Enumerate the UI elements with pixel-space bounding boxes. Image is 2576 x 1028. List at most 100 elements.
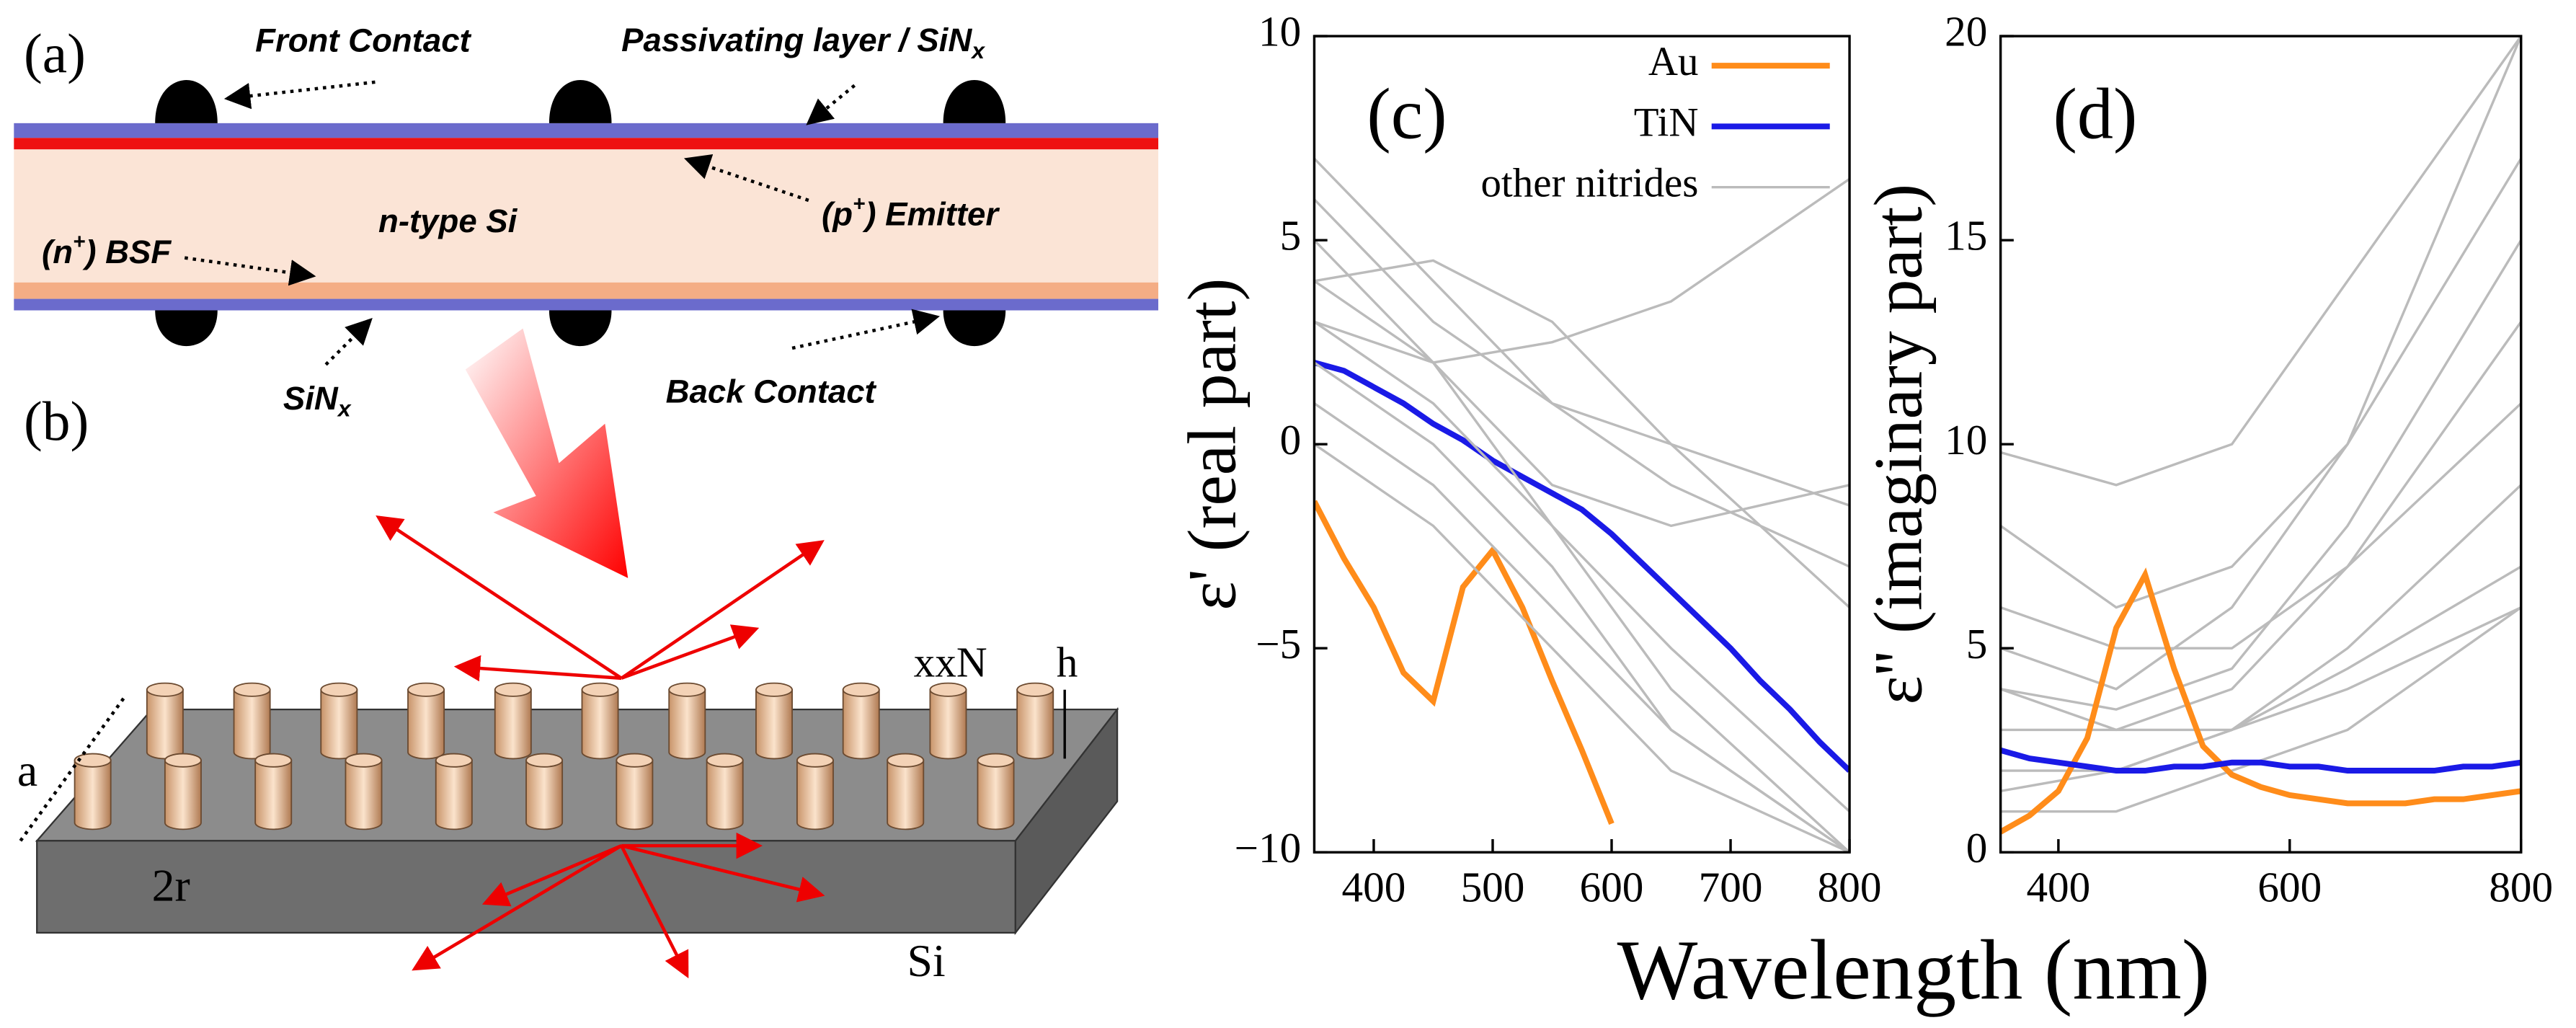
pillar bbox=[146, 688, 184, 760]
label: n-type Si bbox=[378, 203, 518, 239]
x-tick-label: 600 bbox=[2257, 864, 2322, 911]
series-line bbox=[2000, 606, 2521, 813]
legend-label: other nitrides bbox=[1480, 161, 1698, 206]
legend-label: TiN bbox=[1634, 99, 1699, 145]
pillar-top bbox=[668, 682, 706, 697]
panel-label: (a) bbox=[24, 22, 86, 84]
label: Passivating layer / SiNx bbox=[621, 22, 985, 63]
y-tick-label: 15 bbox=[1945, 212, 1987, 260]
ray bbox=[412, 844, 623, 971]
label: (p+) Emitter bbox=[822, 192, 1000, 233]
pointer bbox=[806, 84, 856, 125]
series-line bbox=[2000, 321, 2521, 732]
panel-label: (d) bbox=[2053, 74, 2138, 154]
series-line bbox=[2000, 36, 2521, 691]
pillar-top bbox=[233, 682, 271, 697]
label: a bbox=[17, 745, 37, 796]
pillar bbox=[706, 759, 744, 830]
pillar bbox=[494, 688, 532, 760]
label: (n+) BSF bbox=[42, 230, 172, 270]
pointer bbox=[324, 317, 373, 366]
ray bbox=[621, 624, 760, 680]
label: h bbox=[1057, 638, 1078, 686]
label: (n bbox=[42, 234, 73, 270]
ray bbox=[620, 845, 689, 979]
label-sub: x bbox=[970, 37, 985, 63]
emitter-layer bbox=[14, 138, 1159, 150]
series-line bbox=[1314, 198, 1850, 507]
pillar bbox=[164, 759, 202, 830]
series-line bbox=[2000, 158, 2521, 609]
pillar bbox=[616, 759, 654, 830]
x-tick-label: 800 bbox=[1818, 864, 1882, 911]
front-contact bbox=[548, 80, 612, 123]
front-contact bbox=[943, 80, 1006, 123]
panel-a: (a) Front Contact Passivating layer / Si… bbox=[14, 22, 1159, 422]
ray bbox=[453, 655, 622, 682]
pillar bbox=[74, 759, 112, 830]
label: Si bbox=[907, 935, 946, 986]
ray bbox=[621, 843, 825, 903]
y-tick-label: −5 bbox=[1256, 620, 1301, 668]
series-line bbox=[2000, 606, 2521, 732]
pillar-top bbox=[887, 753, 925, 768]
back-contact bbox=[943, 310, 1006, 347]
label: xxN bbox=[914, 638, 987, 686]
pointer bbox=[184, 256, 316, 286]
pillar-top bbox=[616, 753, 654, 768]
y-tick-label: 10 bbox=[1945, 416, 1987, 464]
label: ) BSF bbox=[82, 234, 172, 270]
series-line bbox=[1314, 360, 1850, 773]
plot-frame bbox=[1313, 35, 1851, 854]
bottom-sinx bbox=[14, 298, 1159, 311]
series-line bbox=[1314, 402, 1850, 853]
pillar bbox=[525, 759, 564, 830]
pillar bbox=[755, 688, 793, 760]
pillar bbox=[977, 759, 1015, 830]
pillar bbox=[796, 759, 834, 830]
pillar-top bbox=[494, 682, 532, 697]
x-tick-label: 700 bbox=[1699, 864, 1763, 911]
nanopillars bbox=[74, 682, 1054, 830]
pillar-top bbox=[755, 682, 793, 697]
series-line bbox=[2000, 747, 2521, 774]
pillar bbox=[407, 688, 445, 760]
x-axis-label: Wavelength (nm) bbox=[1617, 922, 2211, 1017]
x-tick-label: 500 bbox=[1461, 864, 1525, 911]
y-tick-label: 0 bbox=[1280, 416, 1302, 464]
y-tick-label: 0 bbox=[1966, 824, 1988, 872]
back-contact bbox=[548, 310, 612, 347]
series-line bbox=[1314, 177, 1850, 364]
series-line bbox=[2000, 567, 2521, 835]
pillar bbox=[887, 759, 925, 830]
bsf-layer bbox=[14, 282, 1159, 299]
charts: −10 −5 0 5 10 400 500 600 700 800 (c) ε' (real part… bbox=[1173, 8, 2553, 1017]
pillar bbox=[233, 688, 271, 760]
x-tick-label: 600 bbox=[1580, 864, 1644, 911]
y-tick-label: −10 bbox=[1235, 824, 1302, 872]
si-layer bbox=[14, 149, 1159, 283]
pillar-top bbox=[581, 682, 619, 697]
pillar bbox=[435, 759, 473, 830]
series-line bbox=[1314, 239, 1850, 528]
panel-b: (b) xxN h a 2r Si bbox=[17, 328, 1119, 986]
series-line bbox=[2000, 402, 2521, 650]
pointer bbox=[683, 154, 809, 203]
ray bbox=[376, 515, 623, 680]
ray bbox=[481, 844, 623, 907]
pillar-top bbox=[929, 682, 967, 697]
x-tick-label: 400 bbox=[2026, 864, 2090, 911]
label: Front Contact bbox=[255, 22, 471, 58]
series-line bbox=[1314, 259, 1850, 608]
pillar-top bbox=[525, 753, 564, 768]
pointer bbox=[791, 309, 940, 350]
panel-label: (c) bbox=[1367, 74, 1447, 154]
pillar bbox=[254, 759, 293, 830]
pillar-top bbox=[435, 753, 473, 768]
pillar-top bbox=[320, 682, 358, 697]
label-sup: + bbox=[73, 230, 85, 254]
back-contact bbox=[155, 310, 218, 347]
series-line bbox=[2000, 36, 2521, 487]
y-tick-label: 5 bbox=[1966, 620, 1988, 668]
series-line bbox=[2000, 239, 2521, 711]
